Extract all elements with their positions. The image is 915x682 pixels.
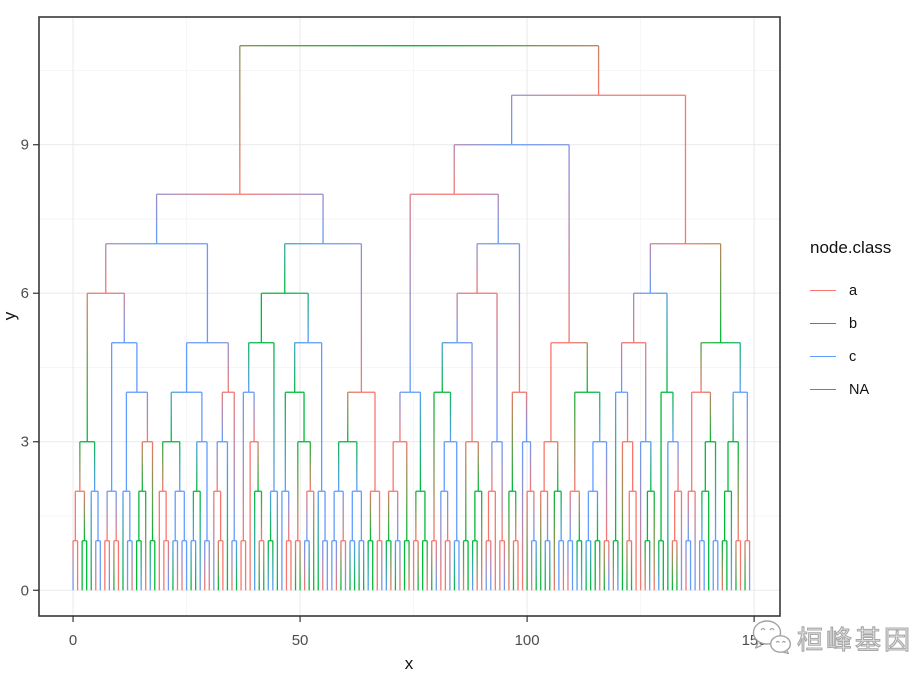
legend-item-label: b — [849, 315, 858, 332]
legend-item-c: c — [810, 340, 914, 373]
legend-item-label: a — [849, 282, 858, 299]
legend: node.class a b c NA — [810, 238, 914, 406]
y-tick-label: 9 — [21, 137, 29, 154]
y-tick-label: 0 — [21, 582, 29, 599]
x-tick-label: 0 — [69, 632, 77, 649]
watermark-text: 桓峰基因 — [796, 624, 914, 655]
legend-item-label: c — [849, 348, 857, 365]
legend-item-na: NA — [810, 373, 914, 406]
legend-item-a: a — [810, 274, 914, 307]
x-axis-title: x — [405, 654, 414, 673]
legend-key-line-c — [810, 356, 836, 357]
plot-panel — [39, 17, 780, 616]
wechat-logo-icon — [752, 620, 792, 655]
x-tick-label: 50 — [292, 632, 309, 649]
legend-item-label: NA — [849, 381, 870, 398]
legend-key-line-na — [810, 389, 836, 390]
y-axis-title: y — [0, 311, 19, 320]
x-tick-label: 100 — [515, 632, 540, 649]
dendrogram-tree — [72, 45, 751, 591]
legend-title: node.class — [810, 238, 892, 257]
legend-item-b: b — [810, 307, 914, 340]
panel-border — [38, 16, 781, 617]
y-tick-label: 3 — [21, 434, 29, 451]
legend-key-line-a — [810, 290, 836, 291]
legend-key-line-b — [810, 323, 836, 324]
y-tick-label: 6 — [21, 285, 29, 302]
watermark: 桓峰基因 — [750, 618, 913, 658]
